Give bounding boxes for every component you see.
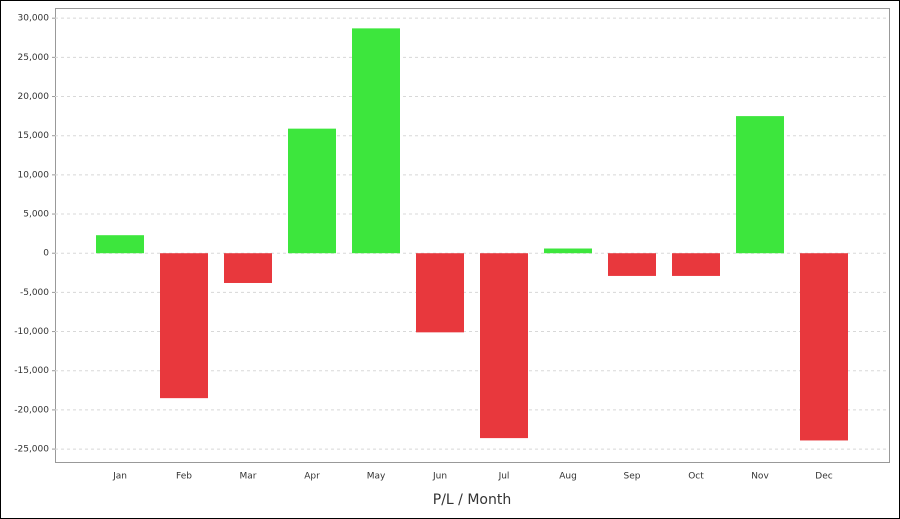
- y-tick-label: 25,000: [18, 53, 50, 63]
- x-tick-label: Apr: [304, 472, 320, 482]
- x-axis-title: P/L / Month: [433, 492, 511, 508]
- y-tick-label: -10,000: [14, 327, 49, 337]
- y-tick-label: 30,000: [18, 14, 50, 24]
- x-tick-label: May: [367, 472, 386, 482]
- bar: [96, 235, 144, 254]
- bar: [736, 116, 784, 254]
- x-tick-label: Jun: [432, 472, 447, 482]
- x-tick-label: Oct: [688, 472, 704, 482]
- y-tick-label: -5,000: [20, 288, 49, 298]
- y-tick-label: 0: [43, 249, 49, 259]
- y-tick-label: 10,000: [18, 170, 50, 180]
- x-tick-label: Jan: [112, 472, 127, 482]
- x-tick-label: Sep: [624, 472, 641, 482]
- x-tick-label: Mar: [240, 472, 257, 482]
- bar: [352, 28, 400, 254]
- bar: [608, 253, 656, 276]
- bar: [416, 253, 464, 333]
- y-tick-label: 5,000: [23, 210, 49, 220]
- bar: [224, 253, 272, 283]
- y-tick-label: -25,000: [14, 445, 49, 455]
- bar: [672, 253, 720, 276]
- x-tick-label: Aug: [559, 472, 577, 482]
- bar: [288, 128, 336, 254]
- x-tick-label: Dec: [815, 472, 832, 482]
- y-tick-label: -15,000: [14, 366, 49, 376]
- y-tick-label: 20,000: [18, 92, 50, 102]
- bar: [480, 253, 528, 439]
- y-tick-label: -20,000: [14, 405, 49, 415]
- x-tick-label: Nov: [751, 472, 769, 482]
- bar: [160, 253, 208, 399]
- x-tick-label: Feb: [176, 472, 192, 482]
- bar: [544, 248, 592, 254]
- bar: [800, 253, 848, 441]
- x-tick-label: Jul: [498, 472, 510, 482]
- y-tick-label: 15,000: [18, 131, 50, 141]
